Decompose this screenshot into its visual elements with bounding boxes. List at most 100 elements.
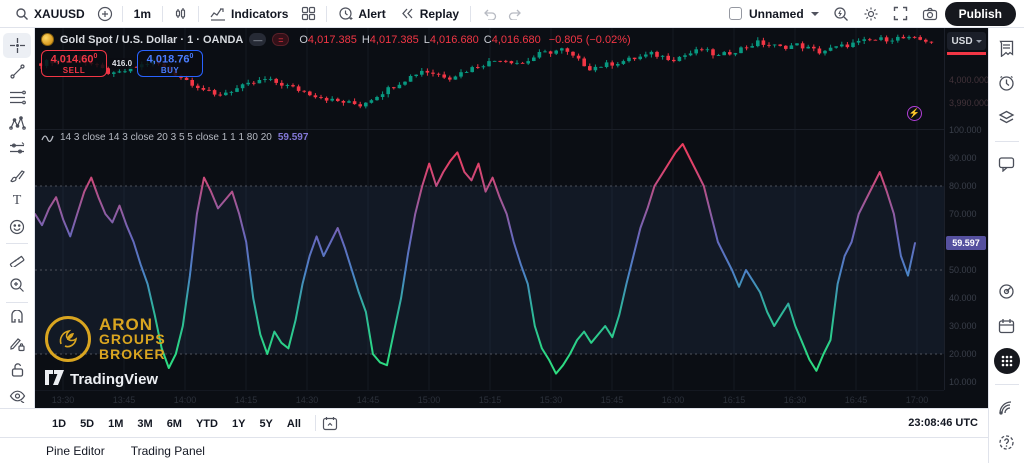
time-label: 14:30 bbox=[295, 395, 319, 405]
range-button-6M[interactable]: 6M bbox=[166, 418, 182, 430]
trade-buttons: 4,014.600 SELL 416.0 4,018.760 BUY bbox=[41, 50, 204, 77]
axis-label: 40.000 bbox=[949, 293, 977, 303]
time-label: 16:00 bbox=[661, 395, 685, 405]
indicators-label: Indicators bbox=[231, 6, 289, 21]
publish-button[interactable]: Publish bbox=[944, 1, 1016, 26]
range-button-YTD[interactable]: YTD bbox=[195, 418, 218, 430]
indicator-legend[interactable]: 14 3 close 14 3 close 20 3 5 5 close 1 1… bbox=[41, 132, 308, 143]
emoji-tool-button[interactable] bbox=[3, 214, 31, 239]
symbol-legend: Gold Spot / U.S. Dollar · 1 · OANDA — = … bbox=[41, 33, 631, 46]
time-label: 15:45 bbox=[600, 395, 624, 405]
hotlists-button[interactable] bbox=[993, 277, 1021, 305]
help-button[interactable] bbox=[993, 428, 1021, 456]
watchlist-button[interactable] bbox=[993, 34, 1021, 62]
text-tool-button[interactable]: T bbox=[12, 192, 22, 208]
ohlc-item: H4,017.385 bbox=[361, 33, 419, 46]
aron-groups-logo-icon bbox=[45, 316, 91, 362]
quick-search-icon[interactable] bbox=[826, 6, 856, 22]
ohlc-item: O4,017.385 bbox=[299, 33, 357, 46]
range-button-1Y[interactable]: 1Y bbox=[231, 418, 246, 430]
trend-line-tool-button[interactable] bbox=[3, 59, 31, 84]
time-label: 16:45 bbox=[844, 395, 868, 405]
watermark-line2: GROUPS bbox=[99, 330, 166, 347]
symbol-alert-chip[interactable]: = bbox=[272, 33, 290, 46]
object-tree-button[interactable] bbox=[993, 104, 1021, 132]
apps-menu-button[interactable] bbox=[993, 347, 1021, 375]
axis-label: 80.000 bbox=[949, 181, 977, 191]
chart-style-icon[interactable] bbox=[167, 6, 194, 21]
snapshot-camera-icon[interactable] bbox=[915, 7, 945, 21]
range-button-5Y[interactable]: 5Y bbox=[259, 418, 273, 430]
layout-checkbox[interactable] bbox=[728, 7, 742, 20]
drawing-toolbar: T bbox=[0, 28, 35, 409]
pattern-tool-button[interactable] bbox=[3, 111, 31, 136]
alerts-panel-button[interactable] bbox=[993, 69, 1021, 97]
pane-divider[interactable] bbox=[35, 129, 944, 130]
symbol-search-button[interactable]: XAUUSD bbox=[8, 4, 92, 24]
range-button-3M[interactable]: 3M bbox=[137, 418, 153, 430]
clock-utc[interactable]: 23:08:46 UTC bbox=[908, 417, 978, 429]
time-label: 16:15 bbox=[722, 395, 746, 405]
news-feed-button[interactable] bbox=[993, 393, 1021, 421]
time-axis[interactable]: 13:30 13:45 14:00 14:15 14:30 14:45 15:00 15:15… bbox=[35, 390, 944, 408]
alert-clock-icon bbox=[338, 6, 353, 21]
indicators-button[interactable]: Indicators bbox=[203, 4, 295, 24]
range-button-1D[interactable]: 1D bbox=[52, 418, 67, 430]
redo-icon[interactable] bbox=[504, 8, 527, 20]
layout-name-button[interactable]: Unnamed bbox=[742, 4, 826, 24]
settings-gear-icon[interactable] bbox=[856, 6, 886, 22]
alert-label: Alert bbox=[358, 6, 386, 21]
gold-symbol-icon bbox=[41, 33, 54, 46]
replay-button[interactable]: Replay bbox=[393, 4, 466, 24]
indicators-icon bbox=[210, 7, 226, 21]
alert-button[interactable]: Alert bbox=[331, 3, 392, 24]
divider bbox=[6, 243, 28, 244]
fullscreen-icon[interactable] bbox=[886, 6, 915, 21]
symbol-title[interactable]: Gold Spot / U.S. Dollar · 1 · OANDA bbox=[60, 33, 244, 46]
hide-drawings-button[interactable] bbox=[3, 383, 31, 408]
range-button-All[interactable]: All bbox=[286, 418, 301, 430]
indicator-templates-icon[interactable] bbox=[295, 6, 322, 21]
measure-tool-button[interactable] bbox=[3, 247, 31, 272]
magnet-tool-button[interactable] bbox=[3, 306, 31, 331]
time-label: 13:45 bbox=[112, 395, 136, 405]
chat-button[interactable] bbox=[993, 150, 1021, 178]
axis-label: 90.000 bbox=[949, 153, 977, 163]
buy-button[interactable]: 4,018.760 BUY bbox=[137, 50, 204, 77]
drawing-mode-lock-button[interactable] bbox=[3, 331, 31, 356]
lock-drawings-button[interactable] bbox=[3, 357, 31, 382]
axis-label: 70.000 bbox=[949, 209, 977, 219]
compare-add-icon[interactable] bbox=[92, 6, 118, 22]
tab-pine-editor[interactable]: Pine Editor bbox=[46, 443, 105, 458]
sell-button[interactable]: 4,014.600 SELL bbox=[41, 50, 107, 77]
watermark-line3: BROKER bbox=[99, 345, 166, 362]
brush-tool-button[interactable] bbox=[3, 162, 31, 187]
right-sidebar bbox=[988, 28, 1024, 463]
instant-order-lightning-icon[interactable]: ⚡ bbox=[907, 106, 922, 121]
price-axis[interactable]: USD 4,000.000 3,990.000 100.000 90.000 80.00… bbox=[945, 28, 988, 390]
watermark-line1: ARON bbox=[99, 314, 154, 334]
currency-dropdown[interactable]: USD bbox=[947, 32, 986, 50]
axis-label: 20.000 bbox=[949, 349, 977, 359]
chart-area[interactable]: Gold Spot / U.S. Dollar · 1 · OANDA — = … bbox=[35, 28, 988, 408]
crosshair-tool-button[interactable] bbox=[3, 33, 31, 58]
range-button-5D[interactable]: 5D bbox=[80, 418, 95, 430]
time-label: 14:45 bbox=[356, 395, 380, 405]
prediction-tool-button[interactable] bbox=[3, 137, 31, 162]
interval-button[interactable]: 1m bbox=[127, 4, 158, 24]
change-value: −0.805 (−0.02%) bbox=[548, 33, 631, 46]
hide-symbol-chip[interactable]: — bbox=[249, 33, 267, 46]
time-label: 15:30 bbox=[539, 395, 563, 405]
divider bbox=[994, 141, 1019, 142]
separator bbox=[326, 5, 328, 22]
calendar-button[interactable] bbox=[993, 312, 1021, 340]
zoom-in-tool-button[interactable] bbox=[3, 273, 31, 298]
goto-date-icon[interactable] bbox=[322, 416, 338, 431]
tab-trading-panel[interactable]: Trading Panel bbox=[130, 443, 205, 458]
range-button-1M[interactable]: 1M bbox=[108, 418, 124, 430]
axis-label: 100.000 bbox=[949, 125, 982, 135]
separator bbox=[198, 5, 200, 22]
fib-retracement-tool-button[interactable] bbox=[3, 85, 31, 110]
separator bbox=[470, 5, 472, 22]
undo-icon[interactable] bbox=[475, 8, 504, 20]
